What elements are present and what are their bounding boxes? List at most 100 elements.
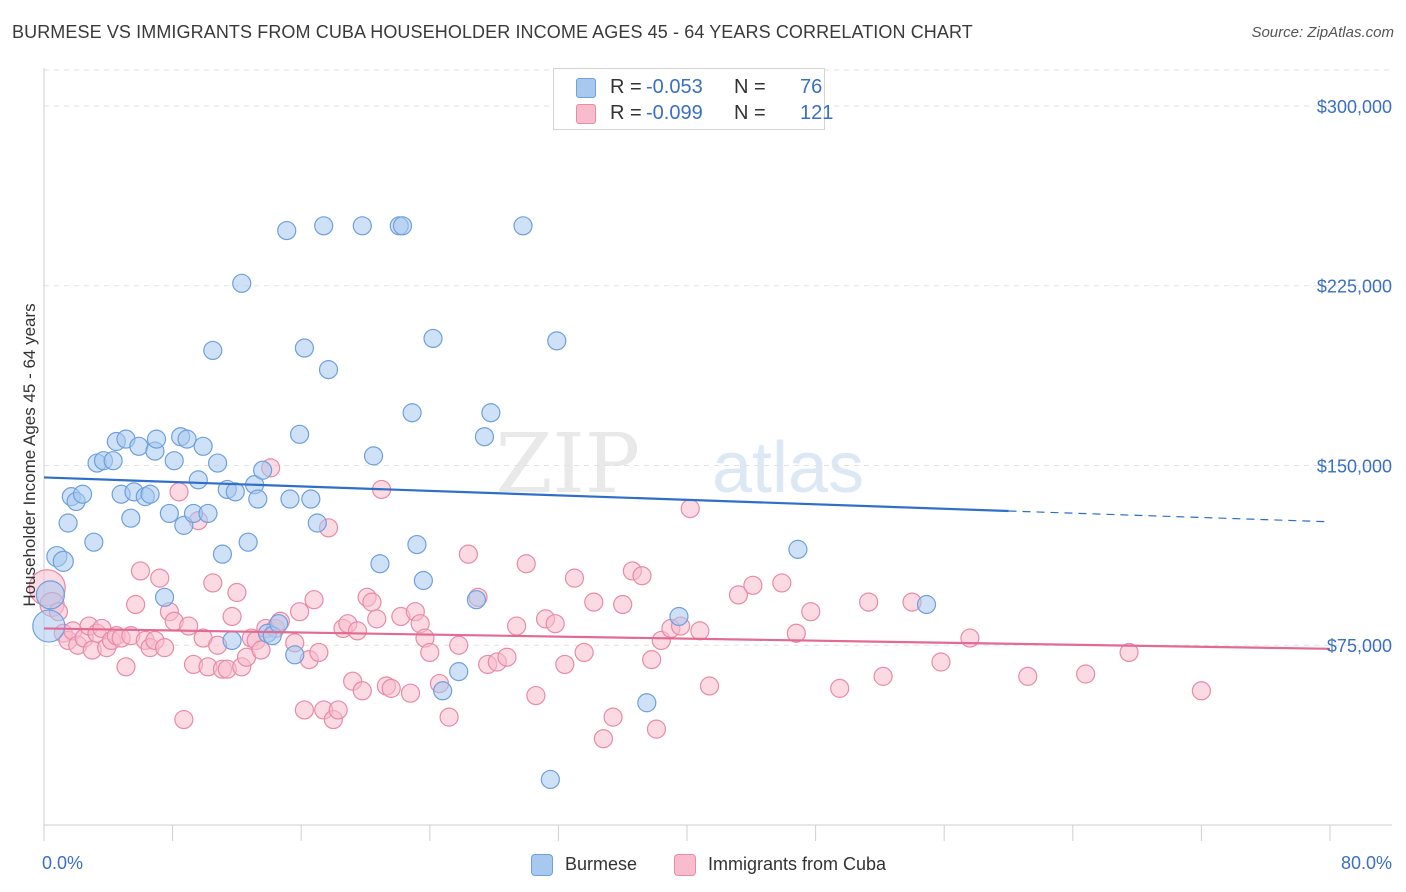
point-cuba [352, 681, 372, 701]
legend-n-value: 121 [800, 102, 834, 124]
point-cuba [772, 573, 792, 593]
y-axis-label: Householder Income Ages 45 - 64 years [20, 303, 39, 606]
point-cuba [126, 594, 146, 615]
point-cuba [1018, 666, 1038, 686]
point-burmese [352, 216, 372, 236]
point-cuba [294, 700, 315, 720]
point-burmese [52, 550, 74, 572]
point-burmese [669, 606, 689, 627]
legend-label-cuba: Immigrants from Cuba [708, 854, 887, 874]
point-cuba [222, 606, 242, 627]
legend-n-label: N = [734, 76, 766, 98]
point-cuba [801, 602, 821, 622]
data-points [28, 216, 1212, 790]
point-burmese [225, 482, 245, 502]
point-burmese [481, 403, 501, 423]
point-cuba [309, 642, 329, 663]
point-cuba [362, 592, 382, 612]
point-burmese [363, 446, 384, 466]
point-burmese [248, 489, 268, 509]
point-cuba [931, 652, 951, 672]
point-cuba [328, 700, 348, 720]
point-burmese [280, 489, 300, 509]
point-burmese [103, 451, 123, 471]
point-cuba [526, 685, 546, 706]
point-burmese [788, 539, 808, 559]
point-cuba [786, 623, 806, 643]
point-cuba [680, 499, 700, 519]
point-burmese [314, 216, 334, 236]
point-burmese [547, 331, 567, 351]
point-burmese [540, 769, 560, 790]
point-burmese [198, 503, 218, 524]
point-burmese [413, 570, 433, 591]
point-burmese [222, 630, 242, 651]
trend-line-cuba [43, 627, 1331, 650]
point-burmese [294, 338, 315, 358]
point-burmese [84, 532, 104, 552]
point-cuba [873, 666, 893, 686]
point-burmese [159, 503, 179, 524]
watermark: ZIP atlas [495, 417, 864, 512]
point-cuba [458, 544, 478, 564]
legend-label-burmese: Burmese [565, 854, 638, 874]
axes [43, 68, 1392, 841]
point-burmese [58, 513, 78, 533]
point-cuba [347, 621, 368, 641]
point-cuba [564, 568, 585, 588]
point-cuba [584, 592, 604, 612]
y-tick-label: $225,000 [1317, 277, 1392, 297]
point-burmese [188, 470, 208, 490]
point-cuba [743, 575, 763, 595]
point-burmese [277, 220, 297, 241]
trend-lines [43, 476, 1331, 650]
point-burmese [916, 594, 937, 615]
tick-labels: $75,000 $150,000 $225,000 $300,000 0.0% 80.0% [42, 97, 1392, 873]
point-cuba [632, 566, 652, 586]
point-cuba [497, 647, 517, 667]
x-tick-label: 0.0% [42, 853, 83, 873]
correlation-legend: R = -0.053 N = 76 R = -0.099 N = 121 [553, 68, 833, 130]
point-cuba [179, 616, 199, 636]
point-cuba [420, 642, 440, 663]
point-burmese [513, 216, 533, 236]
point-burmese [35, 580, 66, 610]
legend-swatch-burmese [531, 854, 553, 876]
point-burmese [177, 429, 197, 449]
legend-swatch-cuba [576, 104, 596, 124]
legend-swatch-cuba [674, 854, 696, 876]
point-cuba [203, 573, 223, 593]
chart-title: BURMESE VS IMMIGRANTS FROM CUBA HOUSEHOL… [12, 22, 973, 42]
point-cuba [400, 683, 421, 703]
point-cuba [642, 650, 662, 670]
point-cuba [367, 609, 387, 629]
point-cuba [960, 628, 980, 648]
point-burmese [208, 453, 228, 473]
point-cuba [154, 638, 175, 658]
point-cuba [150, 568, 170, 588]
point-cuba [507, 616, 527, 636]
point-burmese [203, 340, 223, 361]
point-burmese [146, 429, 167, 449]
point-cuba [613, 594, 633, 615]
legend-r-value: -0.053 [646, 76, 703, 98]
watermark-atlas: atlas [712, 428, 864, 508]
point-cuba [227, 582, 247, 603]
point-cuba [1119, 642, 1139, 663]
legend-swatch-burmese [576, 78, 596, 98]
point-burmese [154, 587, 175, 607]
point-burmese [289, 424, 310, 444]
source-label: Source: ZipAtlas.com [1251, 24, 1394, 41]
point-burmese [433, 681, 453, 701]
point-burmese [449, 662, 469, 682]
point-cuba [603, 707, 623, 727]
point-burmese [238, 532, 258, 552]
legend-n-label: N = [734, 102, 766, 124]
point-burmese [232, 273, 252, 293]
point-burmese [129, 436, 149, 456]
point-burmese [318, 360, 339, 380]
point-burmese [212, 544, 233, 564]
grid [44, 69, 1392, 646]
trend-line-burmese [43, 476, 1009, 513]
